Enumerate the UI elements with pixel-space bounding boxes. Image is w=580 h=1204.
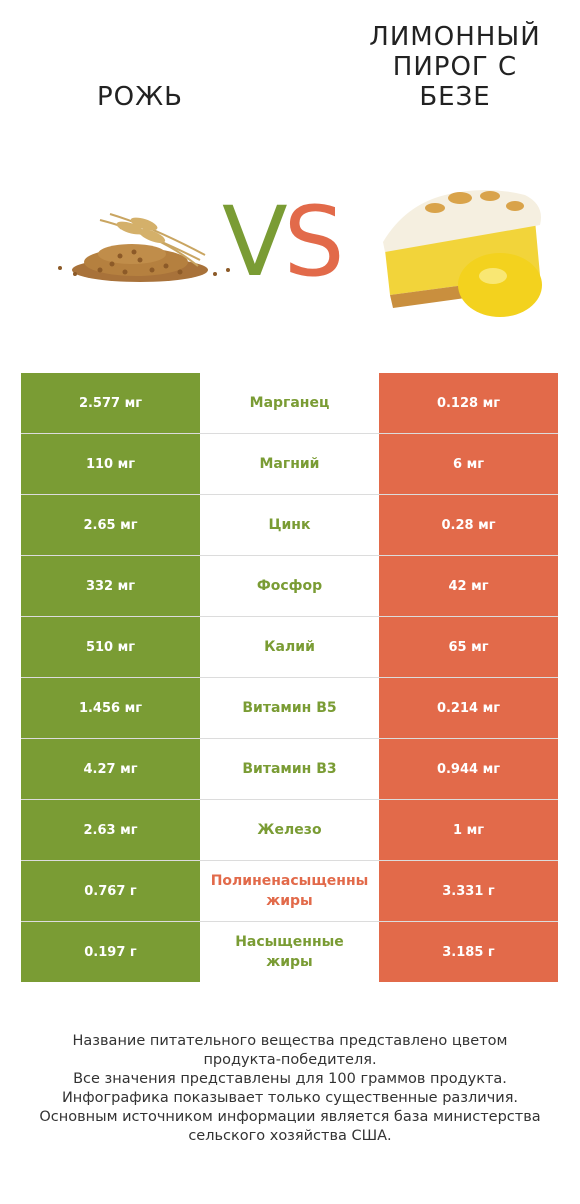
left-value-cell: 2.577 мг	[21, 373, 200, 433]
comparison-table: 2.577 мг Марганец 0.128 мг 110 мг Магний 6 мг…	[21, 373, 558, 982]
left-value-cell: 1.456 мг	[21, 678, 200, 738]
table-row: 1.456 мг Витамин B5 0.214 мг	[21, 678, 558, 739]
left-value-cell: 110 мг	[21, 434, 200, 494]
table-row: 0.767 г Полиненасыщенны жиры 3.331 г	[21, 861, 558, 922]
table-row: 0.197 г Насыщенные жиры 3.185 г	[21, 922, 558, 982]
footer-notes: Название питательного вещества представл…	[20, 1032, 560, 1146]
vs-v: V	[222, 186, 288, 298]
vs-label: VS	[222, 192, 345, 292]
right-title-line-1: ЛИМОННЫЙ	[369, 22, 541, 52]
vs-s: S	[283, 186, 345, 298]
right-value-cell: 6 мг	[379, 434, 558, 494]
nutrient-name-cell: Витамин B5	[242, 700, 337, 716]
footer-line-6: сельского хозяйства США.	[188, 1128, 392, 1144]
nutrient-name-cell: Магний	[259, 456, 320, 472]
left-value-cell: 510 мг	[21, 617, 200, 677]
table-row: 2.63 мг Железо 1 мг	[21, 800, 558, 861]
nutrient-name-cell: Марганец	[249, 395, 330, 411]
nutrient-name-cell: Железо	[257, 822, 322, 838]
footer-line-2: продукта-победителя.	[203, 1052, 377, 1068]
footer-line-3: Все значения представлены для 100 граммо…	[73, 1071, 507, 1087]
rye-image	[58, 213, 230, 282]
right-value-cell: 3.331 г	[379, 861, 558, 921]
right-value-cell: 42 мг	[379, 556, 558, 616]
right-value-cell: 1 мг	[379, 800, 558, 860]
nutrient-name-cell: Витамин B3	[242, 761, 337, 777]
nutrient-name-cell: Насыщенные жиры	[235, 934, 344, 970]
right-value-cell: 3.185 г	[379, 922, 558, 982]
right-value-cell: 65 мг	[379, 617, 558, 677]
footer-line-4: Инфографика показывает только существенн…	[61, 1090, 519, 1106]
left-value-cell: 0.767 г	[21, 861, 200, 921]
nutrient-name-cell: Калий	[264, 639, 315, 655]
table-row: 110 мг Магний 6 мг	[21, 434, 558, 495]
table-row: 2.577 мг Марганец 0.128 мг	[21, 373, 558, 434]
footer-line-5: Основным источником информации является …	[39, 1109, 541, 1125]
table-row: 332 мг Фосфор 42 мг	[21, 556, 558, 617]
right-title-line-2: ПИРОГ С	[392, 52, 518, 82]
nutrient-name-cell: Фосфор	[256, 578, 323, 594]
nutrient-name-cell: Цинк	[268, 517, 311, 533]
left-value-cell: 0.197 г	[21, 922, 200, 982]
left-value-cell: 2.63 мг	[21, 800, 200, 860]
right-product-title: ЛИМОННЫЙ ПИРОГ С БЕЗЕ	[340, 22, 570, 112]
left-value-cell: 2.65 мг	[21, 495, 200, 555]
left-product-title: РОЖЬ	[97, 82, 183, 112]
lemon-pie-image	[383, 190, 542, 317]
right-value-cell: 0.28 мг	[379, 495, 558, 555]
right-value-cell: 0.128 мг	[379, 373, 558, 433]
left-value-cell: 332 мг	[21, 556, 200, 616]
nutrient-name-cell: Полиненасыщенны жиры	[210, 873, 369, 909]
footer-line-1: Название питательного вещества представл…	[72, 1033, 508, 1049]
right-value-cell: 0.214 мг	[379, 678, 558, 738]
left-value-cell: 4.27 мг	[21, 739, 200, 799]
table-row: 2.65 мг Цинк 0.28 мг	[21, 495, 558, 556]
right-title-line-3: БЕЗЕ	[419, 82, 491, 112]
table-row: 4.27 мг Витамин B3 0.944 мг	[21, 739, 558, 800]
table-row: 510 мг Калий 65 мг	[21, 617, 558, 678]
right-value-cell: 0.944 мг	[379, 739, 558, 799]
